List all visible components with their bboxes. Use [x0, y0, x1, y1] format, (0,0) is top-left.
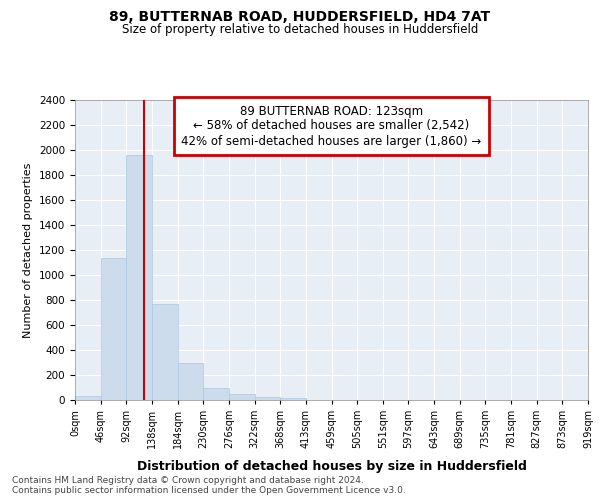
Text: Contains HM Land Registry data © Crown copyright and database right 2024.
Contai: Contains HM Land Registry data © Crown c…: [12, 476, 406, 495]
Bar: [127, 155, 152, 400]
Bar: [75, 396, 101, 400]
Bar: [152, 304, 178, 400]
Text: 89 BUTTERNAB ROAD: 123sqm
← 58% of detached houses are smaller (2,542)
42% of se: 89 BUTTERNAB ROAD: 123sqm ← 58% of detac…: [181, 104, 482, 148]
Text: 89, BUTTERNAB ROAD, HUDDERSFIELD, HD4 7AT: 89, BUTTERNAB ROAD, HUDDERSFIELD, HD4 7A…: [109, 10, 491, 24]
Bar: [280, 398, 306, 400]
Y-axis label: Number of detached properties: Number of detached properties: [23, 162, 34, 338]
Bar: [101, 258, 127, 400]
Bar: [203, 388, 229, 400]
X-axis label: Distribution of detached houses by size in Huddersfield: Distribution of detached houses by size …: [137, 460, 526, 472]
Bar: [254, 397, 280, 400]
Text: Size of property relative to detached houses in Huddersfield: Size of property relative to detached ho…: [122, 22, 478, 36]
Bar: [178, 363, 203, 400]
Bar: [229, 394, 254, 400]
